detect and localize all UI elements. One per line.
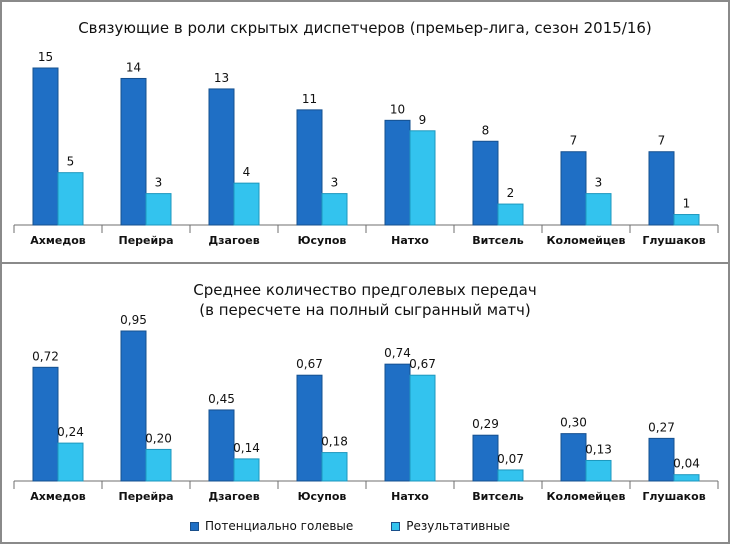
chart-subtitle-bottom: (в пересчете на полный сыгранный матч) [199,301,531,319]
category-label: Глушаков [642,234,705,247]
bar-effective [497,469,524,482]
category-label: Дзагоев [208,234,259,247]
data-label: 3 [155,176,163,190]
bar-effective [57,172,84,226]
data-label: 0,13 [585,442,612,456]
data-label: 0,72 [32,349,59,363]
category-label: Витсель [472,234,524,247]
bar-potential [120,330,147,482]
data-label: 0,04 [673,457,700,471]
bar-potential [560,151,587,226]
category-label: Натхо [391,234,429,247]
bar-potential [296,374,323,482]
panel-divider [0,262,730,264]
category-label: Перейра [118,234,173,247]
bar-effective [409,130,436,226]
bar-potential [648,151,675,226]
data-label: 0,29 [472,417,499,431]
bar-effective [321,452,348,482]
data-label: 0,27 [648,420,675,434]
bar-potential [472,434,499,482]
chart-title-bottom-main: Среднее количество предголевых передач [193,281,537,299]
legend-item-effective: Результативные [391,519,510,533]
legend-swatch-effective [391,521,401,531]
chart-title-bottom: Среднее количество предголевых передач (… [0,280,730,320]
data-label: 0,14 [233,441,260,455]
category-label: Перейра [118,490,173,503]
bar-potential [296,109,323,226]
chart-title-top: Связующие в роли скрытых диспетчеров (пр… [78,19,652,37]
data-label: 0,67 [296,357,323,371]
data-label: 1 [683,197,691,211]
category-label: Юсупов [298,490,347,503]
data-label: 14 [126,60,141,74]
data-label: 9 [419,113,427,127]
category-label: Юсупов [298,234,347,247]
bar-effective [145,448,172,482]
data-label: 5 [67,155,75,169]
legend-item-potential: Потенциально голевые [190,519,353,533]
data-label: 3 [595,176,603,190]
data-label: 13 [214,71,229,85]
bar-potential [208,88,235,226]
data-label: 11 [302,92,317,106]
bar-effective [673,474,700,482]
bar-potential [32,67,59,226]
data-label: 0,18 [321,435,348,449]
legend-label-potential: Потенциально голевые [205,519,354,533]
data-label: 0,95 [120,313,147,327]
data-label: 4 [243,165,251,179]
bar-effective [585,459,612,482]
bar-effective [585,193,612,226]
bar-effective [57,442,84,482]
category-label: Глушаков [642,490,705,503]
legend-swatch-potential [190,521,199,531]
data-label: 2 [507,186,515,200]
data-label: 7 [570,134,578,148]
data-label: 0,30 [560,416,587,430]
bar-effective [321,193,348,226]
data-label: 10 [390,102,405,116]
bar-effective [233,458,260,482]
bar-effective [145,193,172,226]
category-label: Витсель [472,490,524,503]
category-label: Натхо [391,490,429,503]
data-label: 3 [331,176,339,190]
bar-effective [497,203,524,226]
bar-potential [120,77,147,226]
bar-potential [384,119,411,226]
bar-potential [648,437,675,482]
category-label: Ахмедов [30,234,86,247]
bar-potential [560,433,587,482]
bar-effective [409,374,436,482]
category-label: Ахмедов [30,490,86,503]
category-label: Коломейцев [547,490,626,503]
data-label: 0,45 [208,392,235,406]
category-label: Дзагоев [208,490,259,503]
category-label: Коломейцев [547,234,626,247]
bar-potential [472,140,499,226]
data-label: 15 [38,50,53,64]
bar-effective [233,182,260,226]
legend: Потенциально голевые Результативные [190,518,548,534]
data-label: 7 [658,134,666,148]
data-label: 0,67 [409,357,436,371]
data-label: 0,07 [497,452,524,466]
legend-label-effective: Результативные [406,519,511,533]
data-label: 0,20 [145,431,172,445]
data-label: 0,74 [384,346,411,360]
bar-potential [208,409,235,482]
bar-effective [673,214,700,226]
data-label: 0,24 [57,425,84,439]
bar-potential [32,366,59,482]
bar-potential [384,363,411,482]
data-label: 8 [482,123,490,137]
